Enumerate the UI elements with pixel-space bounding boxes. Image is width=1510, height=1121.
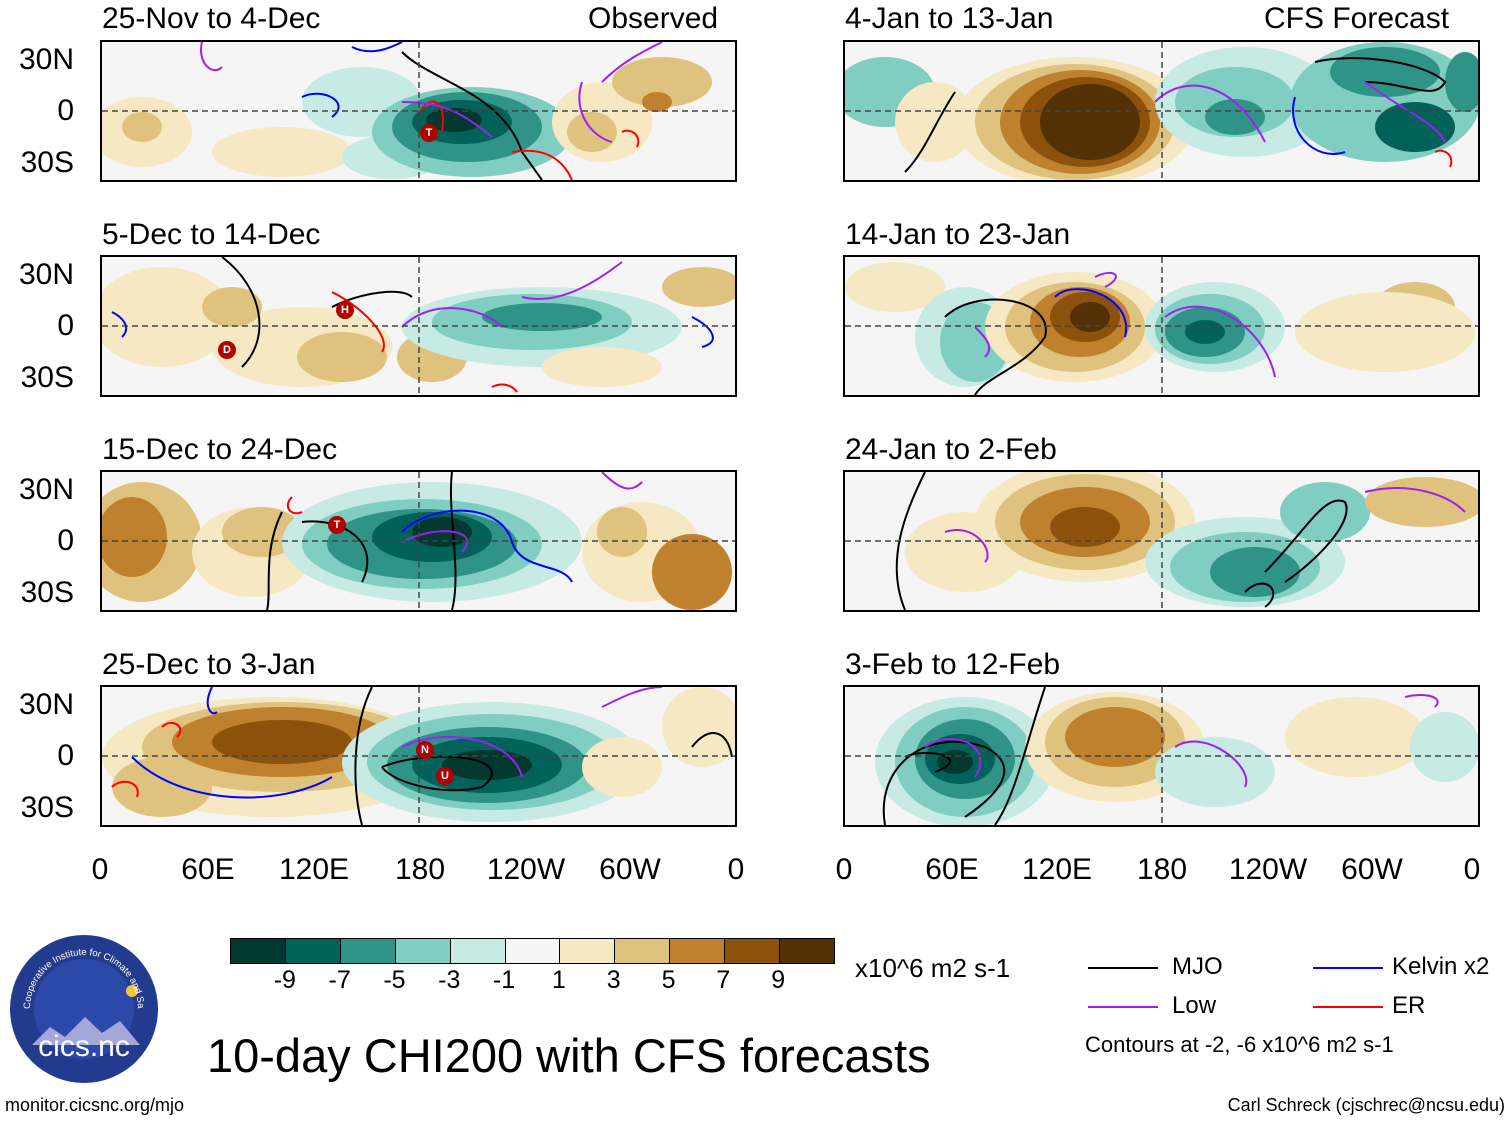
colorbar-swatch	[339, 939, 395, 963]
panel-title-1: 25-Nov to 4-Dec	[102, 2, 321, 35]
panel-title-4: 25-Dec to 3-Jan	[102, 648, 316, 681]
legend-kelvin-line	[1313, 967, 1383, 969]
logo-text: cics.nc	[38, 1030, 130, 1063]
x-label: 0	[91, 853, 109, 886]
x-label: 0	[727, 853, 745, 886]
y-label-0: 0	[57, 739, 74, 772]
x-label: 180	[394, 853, 446, 886]
x-label: 0	[835, 853, 853, 886]
panel-title-7: 24-Jan to 2-Feb	[845, 433, 1057, 466]
colorbar-swatch	[614, 939, 670, 963]
y-label-30n: 30N	[18, 688, 74, 721]
y-label-30s: 30S	[20, 361, 74, 394]
colorbar-label: -3	[438, 966, 461, 994]
panel-title-8: 3-Feb to 12-Feb	[845, 648, 1061, 681]
x-label: 0	[1463, 853, 1481, 886]
y-label-0: 0	[57, 309, 74, 342]
legend-low-label: Low	[1172, 992, 1217, 1019]
colorbar-swatch	[724, 939, 780, 963]
map-panel-8	[843, 685, 1480, 827]
storm-marker-icon: H	[336, 301, 354, 319]
y-label-0: 0	[57, 524, 74, 557]
panel-title-5: 4-Jan to 13-Jan	[845, 2, 1054, 35]
units-label: x10^6 m2 s-1	[855, 953, 1011, 983]
panel-title-2: 5-Dec to 14-Dec	[102, 218, 321, 251]
colorbar-swatch	[449, 939, 505, 963]
map-panel-7	[843, 470, 1480, 612]
map-panel-5	[843, 40, 1480, 182]
x-label: 60E	[925, 853, 979, 886]
colorbar-label: -7	[328, 966, 351, 994]
legend-kelvin-label: Kelvin x2	[1392, 953, 1490, 980]
cfs-forecast-header: CFS Forecast	[1264, 2, 1450, 35]
legend-er-line	[1313, 1006, 1383, 1008]
contour-note: Contours at -2, -6 x10^6 m2 s-1	[1085, 1032, 1394, 1057]
legend-low-line	[1088, 1006, 1158, 1008]
observed-header: Observed	[588, 2, 719, 35]
map-panel-6	[843, 255, 1480, 397]
x-label: 180	[1136, 853, 1188, 886]
colorbar-label: 3	[606, 966, 621, 994]
y-label-30s: 30S	[20, 791, 74, 824]
y-label-30s: 30S	[20, 576, 74, 609]
storm-marker-icon: D	[218, 341, 236, 359]
y-label-30n: 30N	[18, 43, 74, 76]
colorbar-swatch	[394, 939, 450, 963]
storm-marker-icon: T	[328, 516, 346, 534]
map-panel-2: H D	[100, 255, 737, 397]
panel-title-6: 14-Jan to 23-Jan	[845, 218, 1071, 251]
y-label-30n: 30N	[18, 473, 74, 506]
site-url: monitor.cicsnc.org/mjo	[5, 1095, 185, 1115]
colorbar-label: 9	[771, 966, 786, 994]
y-label-30n: 30N	[18, 258, 74, 291]
colorbar-label: -5	[383, 966, 406, 994]
colorbar-swatch	[559, 939, 615, 963]
storm-marker-icon: N	[416, 741, 434, 759]
colorbar-label: 1	[551, 966, 566, 994]
legend-mjo-label: MJO	[1172, 953, 1223, 980]
credit: Carl Schreck (cjschrec@ncsu.edu)	[1227, 1095, 1505, 1115]
colorbar-label: -1	[492, 966, 516, 994]
colorbar-label: -9	[273, 966, 296, 994]
x-label: 60W	[599, 853, 661, 886]
x-label: 120E	[1021, 853, 1093, 886]
storm-marker-icon: U	[436, 767, 454, 785]
colorbar-swatch	[779, 939, 834, 963]
map-panel-3: T	[100, 470, 737, 612]
map-panel-4: N U	[100, 685, 737, 827]
storm-marker-icon: T	[420, 124, 438, 142]
x-label: 60W	[1341, 853, 1403, 886]
colorbar-swatch	[284, 939, 340, 963]
colorbar	[230, 938, 835, 964]
colorbar-label: 5	[661, 966, 676, 994]
colorbar-labels: -9 -7 -5 -3 -1 1 3 5 7 9	[230, 968, 833, 998]
colorbar-swatch	[231, 939, 285, 963]
colorbar-swatch	[504, 939, 560, 963]
colorbar-label: 7	[716, 966, 731, 994]
y-label-0: 0	[57, 94, 74, 127]
cics-logo: Cooperative Institute for Climate and Sa…	[10, 935, 158, 1083]
panel-title-3: 15-Dec to 24-Dec	[102, 433, 338, 466]
map-panel-1: T	[100, 40, 737, 182]
x-label: 60E	[181, 853, 235, 886]
legend-mjo-line	[1088, 967, 1158, 969]
figure-title: 10-day CHI200 with CFS forecasts	[207, 1029, 931, 1082]
y-label-30s: 30S	[20, 146, 74, 179]
x-label: 120W	[1228, 853, 1308, 886]
x-label: 120W	[486, 853, 566, 886]
colorbar-swatch	[669, 939, 725, 963]
x-label: 120E	[278, 853, 350, 886]
legend-er-label: ER	[1392, 992, 1426, 1019]
